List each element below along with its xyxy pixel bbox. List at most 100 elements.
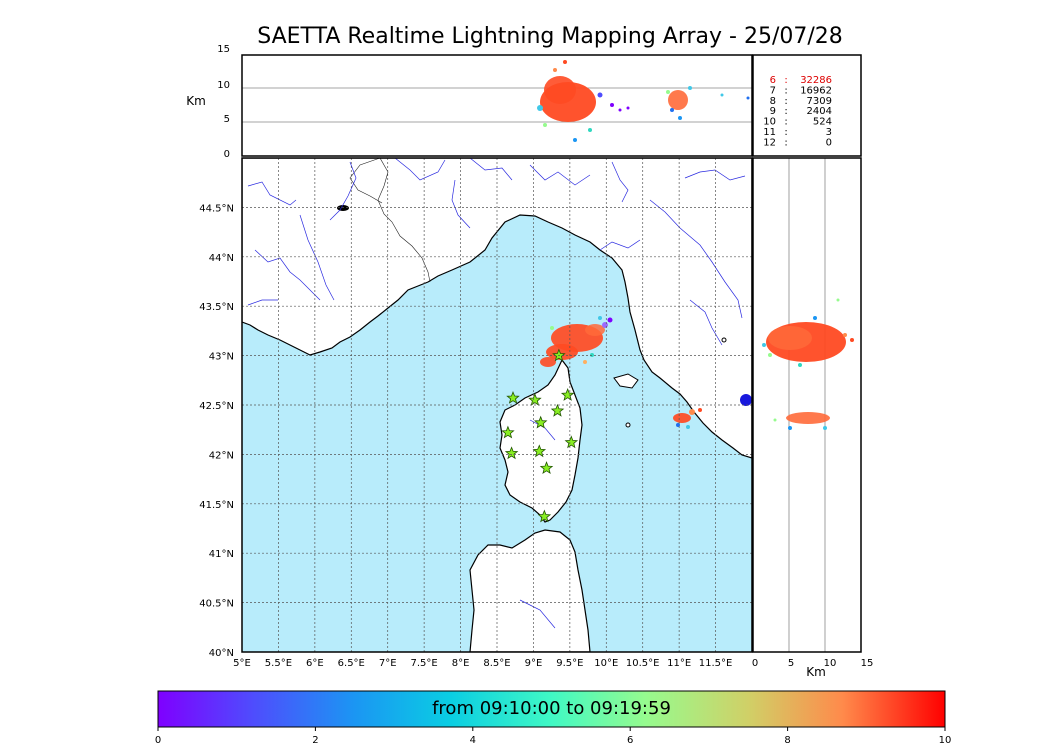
- side-tick-label: 0: [752, 658, 758, 669]
- lon-tick-label: 10.5°E: [626, 658, 660, 669]
- lon-tick-label: 11°E: [667, 658, 691, 669]
- lat-tick-label: 40.5°N: [199, 599, 234, 610]
- stats-separator: :: [784, 117, 787, 128]
- station-markers: [501, 348, 579, 523]
- lon-tick-label: 9.5°E: [556, 658, 583, 669]
- longitude-labels: 5°E 5.5°E 6°E 6.5°E 7°E 7.5°E 8°E 8.5°E 9°E 9.5°E…: [233, 658, 732, 669]
- lake: [337, 205, 349, 211]
- altitude-latitude-panel: 0 5 10 15 Km: [752, 157, 874, 679]
- station-star-icon: [506, 391, 520, 404]
- stats-separator: :: [784, 85, 787, 96]
- small-island: [625, 422, 631, 428]
- station-star-icon: [564, 435, 579, 449]
- lat-tick-label: 42°N: [209, 450, 234, 461]
- lat-tick-label: 44.5°N: [199, 203, 234, 214]
- lon-tick-label: 5°E: [233, 658, 251, 669]
- colorbar-tick-label: 8: [784, 735, 790, 746]
- station-star-icon: [528, 392, 542, 406]
- stats-stations: 6: [770, 75, 776, 86]
- lon-tick-label: 7°E: [379, 658, 397, 669]
- colorbar-tick-label: 10: [939, 735, 952, 746]
- alt-cluster-ligurian: [537, 60, 630, 142]
- side-cluster-ligurian: [762, 298, 854, 367]
- stats-separator: :: [784, 75, 787, 86]
- lon-tick-label: 8.5°E: [483, 658, 510, 669]
- colorbar-tick-label: 2: [312, 735, 318, 746]
- lat-tick-label: 44°N: [209, 253, 234, 264]
- station-star-icon: [537, 509, 552, 523]
- station-star-icon: [552, 348, 566, 362]
- stats-table: 6: 32286 7: 16962 8: 7309 9: 2404 10: 524 11: 3 12: 0: [763, 75, 832, 148]
- station-stats-panel: 6: 32286 7: 16962 8: 7309 9: 2404 10: 524 11: 3 12: 0: [752, 54, 862, 157]
- lat-tick-label: 43.5°N: [199, 302, 234, 313]
- alt-cluster-tuscany: [666, 86, 750, 120]
- figure-title: SAETTA Realtime Lightning Mapping Array …: [257, 24, 843, 49]
- stats-stations: 7: [770, 85, 776, 96]
- lon-tick-label: 8°E: [452, 658, 470, 669]
- sardinia-land: [469, 529, 591, 652]
- stats-count: 32286: [800, 75, 832, 86]
- stats-count: 524: [813, 117, 832, 128]
- colorbar-tick-label: 0: [155, 735, 161, 746]
- stats-stations: 9: [770, 106, 776, 117]
- station-star-icon: [560, 388, 575, 401]
- stats-stations: 8: [770, 96, 776, 107]
- station-star-icon: [501, 425, 515, 439]
- stats-count: 7309: [807, 96, 832, 107]
- lon-tick-label: 7.5°E: [411, 658, 438, 669]
- side-frame: [752, 157, 862, 653]
- stats-separator: :: [784, 96, 787, 107]
- stats-separator: :: [784, 137, 787, 148]
- side-tick-label: 5: [788, 658, 794, 669]
- lon-tick-label: 9°E: [525, 658, 543, 669]
- lightning-cluster-tuscany: [673, 408, 702, 429]
- lat-tick-label: 41.5°N: [199, 500, 234, 511]
- lat-tick-label: 41°N: [209, 549, 234, 560]
- country-border: [349, 158, 383, 204]
- altitude-tick-label: 5: [224, 114, 230, 125]
- side-axis-label: Km: [806, 665, 826, 679]
- altitude-longitude-panel: 15 10 5 0 Km: [186, 44, 753, 160]
- stats-separator: :: [784, 127, 787, 138]
- station-star-icon: [533, 415, 548, 429]
- altitude-tick-label: 10: [217, 80, 230, 91]
- elba-island: [613, 373, 639, 389]
- lake-bolsena: [740, 394, 752, 406]
- station-star-icon: [550, 403, 565, 417]
- map-grid: [242, 158, 752, 652]
- side-tick-label: 10: [824, 658, 837, 669]
- lat-tick-label: 40°N: [209, 648, 234, 659]
- map-panel: 5°E 5.5°E 6°E 6.5°E 7°E 7.5°E 8°E 8.5°E 9°E 9.5°E…: [199, 157, 753, 669]
- lon-tick-label: 6°E: [306, 658, 324, 669]
- colorbar-ticks: 0 2 4 6 8 10: [155, 727, 952, 746]
- colorbar-gradient: [157, 690, 946, 728]
- stats-count: 0: [826, 137, 832, 148]
- stats-stations: 10: [763, 117, 776, 128]
- map-frame: [241, 157, 753, 653]
- stats-frame: [752, 54, 862, 157]
- colorbar: 0 2 4 6 8 10: [155, 690, 952, 746]
- station-star-icon: [539, 461, 554, 475]
- latitude-labels: 44.5°N 44°N 43.5°N 43°N 42.5°N 42°N 41.5°N 41°N…: [199, 203, 234, 659]
- stats-count: 2404: [807, 106, 832, 117]
- lon-tick-label: 10°E: [594, 658, 618, 669]
- stats-separator: :: [784, 106, 787, 117]
- altitude-tick-label: 0: [224, 149, 230, 160]
- lon-tick-label: 6.5°E: [338, 658, 365, 669]
- stats-stations: 12: [763, 137, 776, 148]
- station-star-icon: [504, 446, 519, 460]
- lat-tick-label: 42.5°N: [199, 401, 234, 412]
- colorbar-tick-label: 4: [470, 735, 476, 746]
- altitude-tick-label: 15: [217, 44, 230, 55]
- stats-stations: 11: [763, 127, 776, 138]
- stats-count: 16962: [800, 85, 832, 96]
- lon-tick-label: 5.5°E: [265, 658, 292, 669]
- altitude-tick-labels: 15 10 5 0: [217, 44, 230, 160]
- lon-tick-label: 11.5°E: [699, 658, 733, 669]
- altitude-axis-label: Km: [186, 94, 206, 108]
- colorbar-tick-label: 6: [627, 735, 633, 746]
- side-tick-label: 15: [861, 658, 874, 669]
- side-tick-labels: 0 5 10 15: [752, 658, 874, 669]
- small-island: [721, 337, 727, 343]
